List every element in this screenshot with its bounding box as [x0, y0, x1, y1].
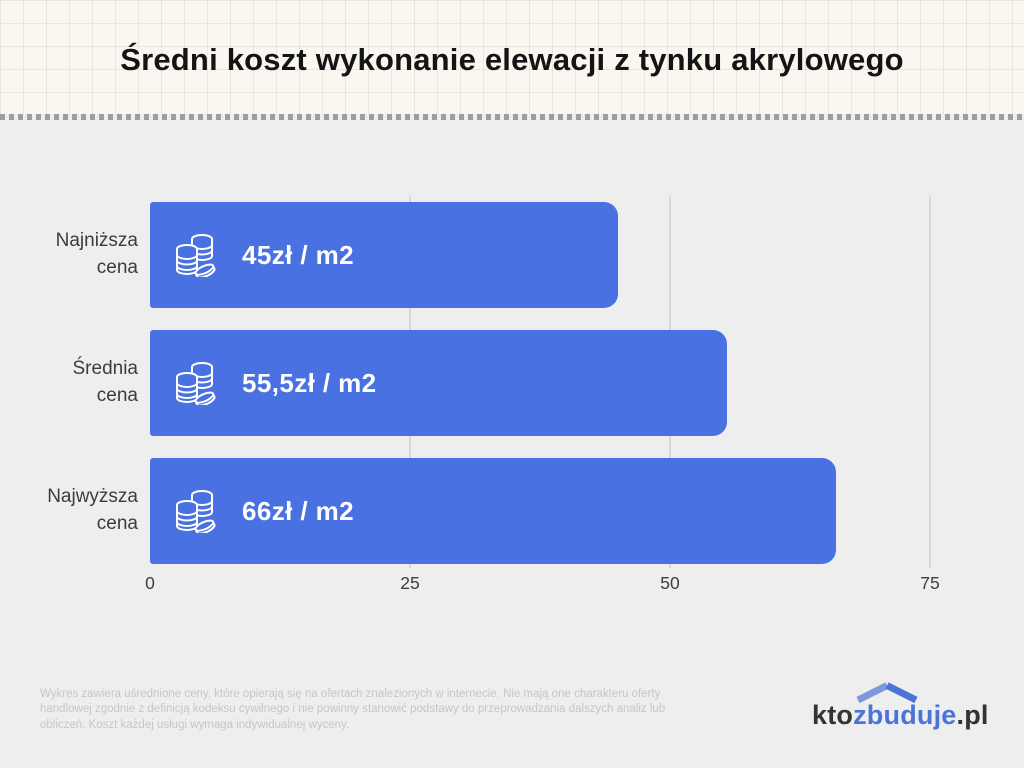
x-axis-tick-label: 0 [145, 573, 155, 593]
coins-icon [176, 490, 216, 533]
disclaimer-line: obliczeń. Koszt każdej usługi wymaga ind… [40, 718, 350, 731]
brand-logo-highlight: zbuduje [853, 700, 957, 730]
disclaimer-line: Wykres zawiera uśrednione ceny, które op… [40, 688, 661, 700]
gridline [929, 195, 931, 568]
brand-logo-suffix: .pl [956, 700, 989, 730]
bar-value-label: 55,5zł / m2 [242, 367, 377, 398]
x-axis-tick-label: 75 [920, 573, 940, 593]
coins-icon [176, 362, 216, 405]
x-axis-tick-label: 25 [400, 573, 420, 593]
disclaimer-text: Wykres zawiera uśrednione ceny, które op… [40, 687, 720, 733]
bar: 66zł / m2 [150, 458, 837, 564]
disclaimer-line: handlowej zgodnie z definicją kodeksu cy… [40, 703, 666, 716]
bar: 55,5zł / m2 [150, 330, 728, 436]
category-label: Średnia cena [72, 358, 139, 406]
brand-logo: ktozbuduje.pl [812, 682, 992, 731]
coins-icon [176, 234, 216, 277]
plot-area: Najniższa cena 45zł / m2 Średnia cena 55,5z… [47, 195, 980, 593]
chart-title: Średni koszt wykonanie elewacji z tynku … [120, 42, 904, 77]
brand-logo-text: ktozbuduje.pl [812, 700, 992, 731]
x-axis-tick-label: 50 [660, 573, 680, 593]
bar-value-label: 66zł / m2 [242, 495, 354, 526]
roof-icon [856, 682, 918, 703]
bar: 45zł / m2 [150, 202, 618, 308]
header-band: Średni koszt wykonanie elewacji z tynku … [0, 0, 1024, 114]
brand-logo-prefix: kto [812, 700, 854, 730]
dashed-divider [0, 114, 1024, 120]
category-label: Najwyższa cena [47, 486, 138, 534]
category-label: Najniższa cena [55, 230, 138, 278]
bar-value-label: 45zł / m2 [242, 239, 354, 270]
